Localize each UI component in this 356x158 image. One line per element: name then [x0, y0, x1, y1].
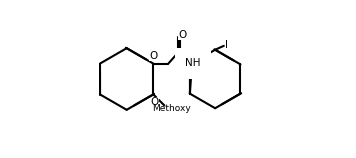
Text: O: O: [178, 30, 187, 40]
Text: Methoxy: Methoxy: [152, 104, 191, 113]
Text: O: O: [151, 97, 159, 106]
Text: I: I: [225, 40, 228, 50]
Text: NH: NH: [185, 58, 200, 68]
Text: O: O: [149, 52, 157, 61]
